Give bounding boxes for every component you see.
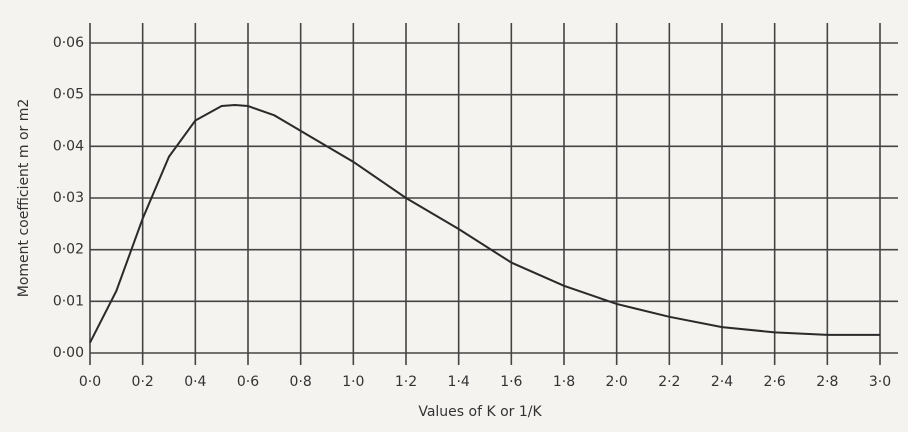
x-tick-label: 0·2 [132, 374, 154, 390]
x-tick-label: 0·4 [184, 374, 206, 390]
y-tick-label: 0·00 [53, 345, 84, 361]
x-tick-label: 1·8 [553, 374, 575, 390]
x-tick-label: 1·2 [395, 374, 417, 390]
y-tick-label: 0·04 [53, 138, 84, 154]
y-tick-label: 0·02 [53, 242, 84, 258]
x-tick-label: 2·4 [711, 374, 733, 390]
chart: Moment coefficient m or m2 Values of K o… [0, 0, 908, 432]
x-axis-label: Values of K or 1/K [418, 404, 542, 420]
y-tick-label: 0·05 [53, 87, 84, 103]
x-tick-label: 0·8 [290, 374, 312, 390]
y-tick-label: 0·06 [53, 35, 84, 51]
x-tick-label: 1·6 [500, 374, 522, 390]
x-tick-label: 0·6 [237, 374, 259, 390]
x-tick-label: 2·6 [764, 374, 786, 390]
x-tick-label: 2·0 [606, 374, 628, 390]
x-tick-label: 1·4 [448, 374, 470, 390]
x-tick-label: 3·0 [869, 374, 891, 390]
x-tick-label: 2·2 [658, 374, 680, 390]
background [0, 0, 908, 432]
x-tick-label: 0·0 [79, 374, 101, 390]
x-tick-label: 2·8 [816, 374, 838, 390]
y-tick-label: 0·03 [53, 190, 84, 206]
y-tick-label: 0·01 [53, 293, 84, 309]
y-axis-label: Moment coefficient m or m2 [16, 99, 32, 298]
x-tick-label: 1·0 [342, 374, 364, 390]
